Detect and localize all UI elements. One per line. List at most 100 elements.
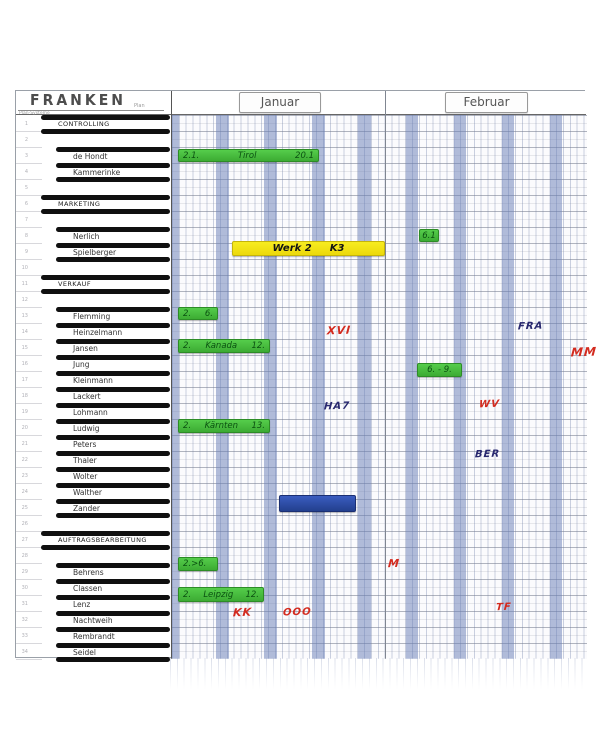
ink-thaler-ber: BER — [474, 448, 501, 461]
row-number: 3 — [24, 153, 28, 159]
row-divider — [16, 387, 42, 388]
row-plate-bar — [56, 579, 170, 584]
weekend-stripe — [454, 115, 466, 659]
row-number: 26 — [21, 521, 28, 527]
row-plate-bar — [56, 657, 170, 662]
row-label-marketing: MARKETING — [58, 199, 101, 208]
row-number: 5 — [24, 185, 28, 191]
magnet-text: K3 — [329, 243, 345, 254]
row-label-jansen: Jansen — [73, 343, 98, 353]
magnet-text: 6. - 9. — [427, 365, 452, 375]
row-number: 29 — [21, 569, 28, 575]
magnet-text: 6.1 — [422, 230, 436, 241]
magnet-flemming-chip[interactable]: 2. 6. — [178, 307, 218, 320]
weekend-stripe — [406, 115, 418, 659]
row-label-lackert: Lackert — [73, 391, 101, 401]
row-plate-bar — [41, 195, 170, 200]
row-plate-bar — [56, 483, 170, 488]
grid-body: 2.1. Tirol 20.1 6.1 Werk 2 K3 2. 6. 2. Kanada 12. 6… — [172, 115, 597, 659]
row-divider — [16, 291, 42, 292]
row-plate-bar — [56, 499, 170, 504]
row-divider — [16, 531, 42, 532]
weekend-stripe — [216, 115, 229, 659]
row-divider — [16, 163, 42, 164]
row-plate-bar — [56, 595, 170, 600]
magnet-jansen-kanada[interactable]: 2. Kanada 12. — [178, 339, 270, 353]
row-number: 9 — [24, 249, 28, 255]
row-plate-bar — [56, 339, 170, 344]
row-divider — [16, 515, 42, 516]
magnet-text: Kanada — [205, 341, 238, 351]
magnet-jung-chip[interactable]: 6. - 9. — [417, 363, 462, 377]
month-label-januar: Januar — [239, 92, 321, 113]
magnet-spielberger-werk2[interactable]: Werk 2 K3 — [232, 241, 385, 256]
row-divider — [16, 643, 42, 644]
row-divider — [16, 131, 42, 132]
row-label-ludwig: Ludwig — [73, 423, 100, 433]
magnet-ludwig-kaernten[interactable]: 2. Kärnten 13. — [178, 419, 270, 433]
magnet-behrens-chip[interactable]: 2.>6. — [178, 557, 218, 571]
magnet-text: Tirol — [237, 150, 257, 161]
magnet-zander-blue-strip[interactable] — [279, 495, 356, 512]
row-divider — [16, 339, 42, 340]
ink-nachtweih-tf: TF — [495, 601, 513, 614]
row-divider — [16, 179, 42, 180]
magnet-text: Leipzig — [203, 589, 234, 600]
row-number: 23 — [21, 473, 28, 479]
row-plate-bar — [56, 177, 170, 182]
row-label-auftragsbearbeitung: AUFTRAGSBEARBEITUNG — [58, 535, 147, 544]
row-plate-bar — [56, 147, 170, 152]
row-number: 30 — [21, 585, 28, 591]
row-divider — [16, 563, 42, 564]
row-area: 1 CONTROLLING 2 3 de Hondt 4 Kammerinke 5 6 MARKE… — [16, 115, 171, 662]
weekend-stripe — [502, 115, 514, 659]
ink-lohmann-wv: WV — [478, 398, 501, 411]
magnet-lenz-leipzig[interactable]: 2. Leipzig 12. — [178, 587, 264, 602]
calendar-grid: Januar Februar 2.1. Tirol 20.1 6.1 Werk 2 K3 2… — [171, 91, 597, 659]
magnet-text: 2. — [183, 341, 192, 351]
magnet-nerlich-chip[interactable]: 6.1 — [419, 229, 439, 242]
row-number: 14 — [21, 329, 28, 335]
row-divider — [16, 547, 42, 548]
row-divider — [16, 419, 42, 420]
row-number: 18 — [21, 393, 28, 399]
row-number: 31 — [21, 601, 28, 607]
magnet-text: 12. — [245, 589, 259, 600]
row-number: 32 — [21, 617, 28, 623]
ink-behrens-m: M — [387, 556, 401, 571]
row-number: 28 — [21, 553, 28, 559]
row-plate-bar — [56, 467, 170, 472]
row-plate-bar — [41, 289, 170, 294]
brand-rule — [18, 110, 164, 111]
row-plate-bar — [56, 227, 170, 232]
magnet-text: 2. — [183, 421, 192, 431]
row-plate-bar — [56, 563, 170, 568]
ink-heinzelmann-xvi: XVI — [326, 323, 352, 338]
month-label-februar: Februar — [445, 92, 528, 113]
row-number: 33 — [21, 633, 28, 639]
row-plate-bar — [56, 323, 170, 328]
row-label-walther: Walther — [73, 487, 103, 497]
row-label-rembrandt: Rembrandt — [73, 631, 115, 641]
grid-fade-out — [170, 658, 585, 692]
row-plate-bar — [56, 627, 170, 632]
name-column: FRANKEN Plan-Systeme Plan 1 CONTROLLING 2 3… — [16, 91, 171, 662]
row-divider — [16, 195, 42, 196]
row-label-peters: Peters — [73, 439, 97, 449]
row-plate-bar — [41, 115, 170, 120]
row-number: 21 — [21, 441, 28, 447]
row-number: 22 — [21, 457, 28, 463]
ink-jansen-mm: MM — [570, 344, 598, 360]
row-divider — [16, 355, 42, 356]
row-number: 19 — [21, 409, 28, 415]
row-label-zander: Zander — [73, 503, 100, 513]
row-label-wolter: Wolter — [73, 471, 98, 481]
row-label-classen: Classen — [73, 583, 103, 593]
magnet-de-hondt-tirol[interactable]: 2.1. Tirol 20.1 — [178, 149, 319, 162]
row-label-thaler: Thaler — [73, 455, 97, 465]
row-number: 4 — [24, 169, 28, 175]
row-label-jung: Jung — [73, 359, 90, 369]
row-divider — [16, 259, 42, 260]
magnet-text: 2.1. — [183, 150, 200, 161]
